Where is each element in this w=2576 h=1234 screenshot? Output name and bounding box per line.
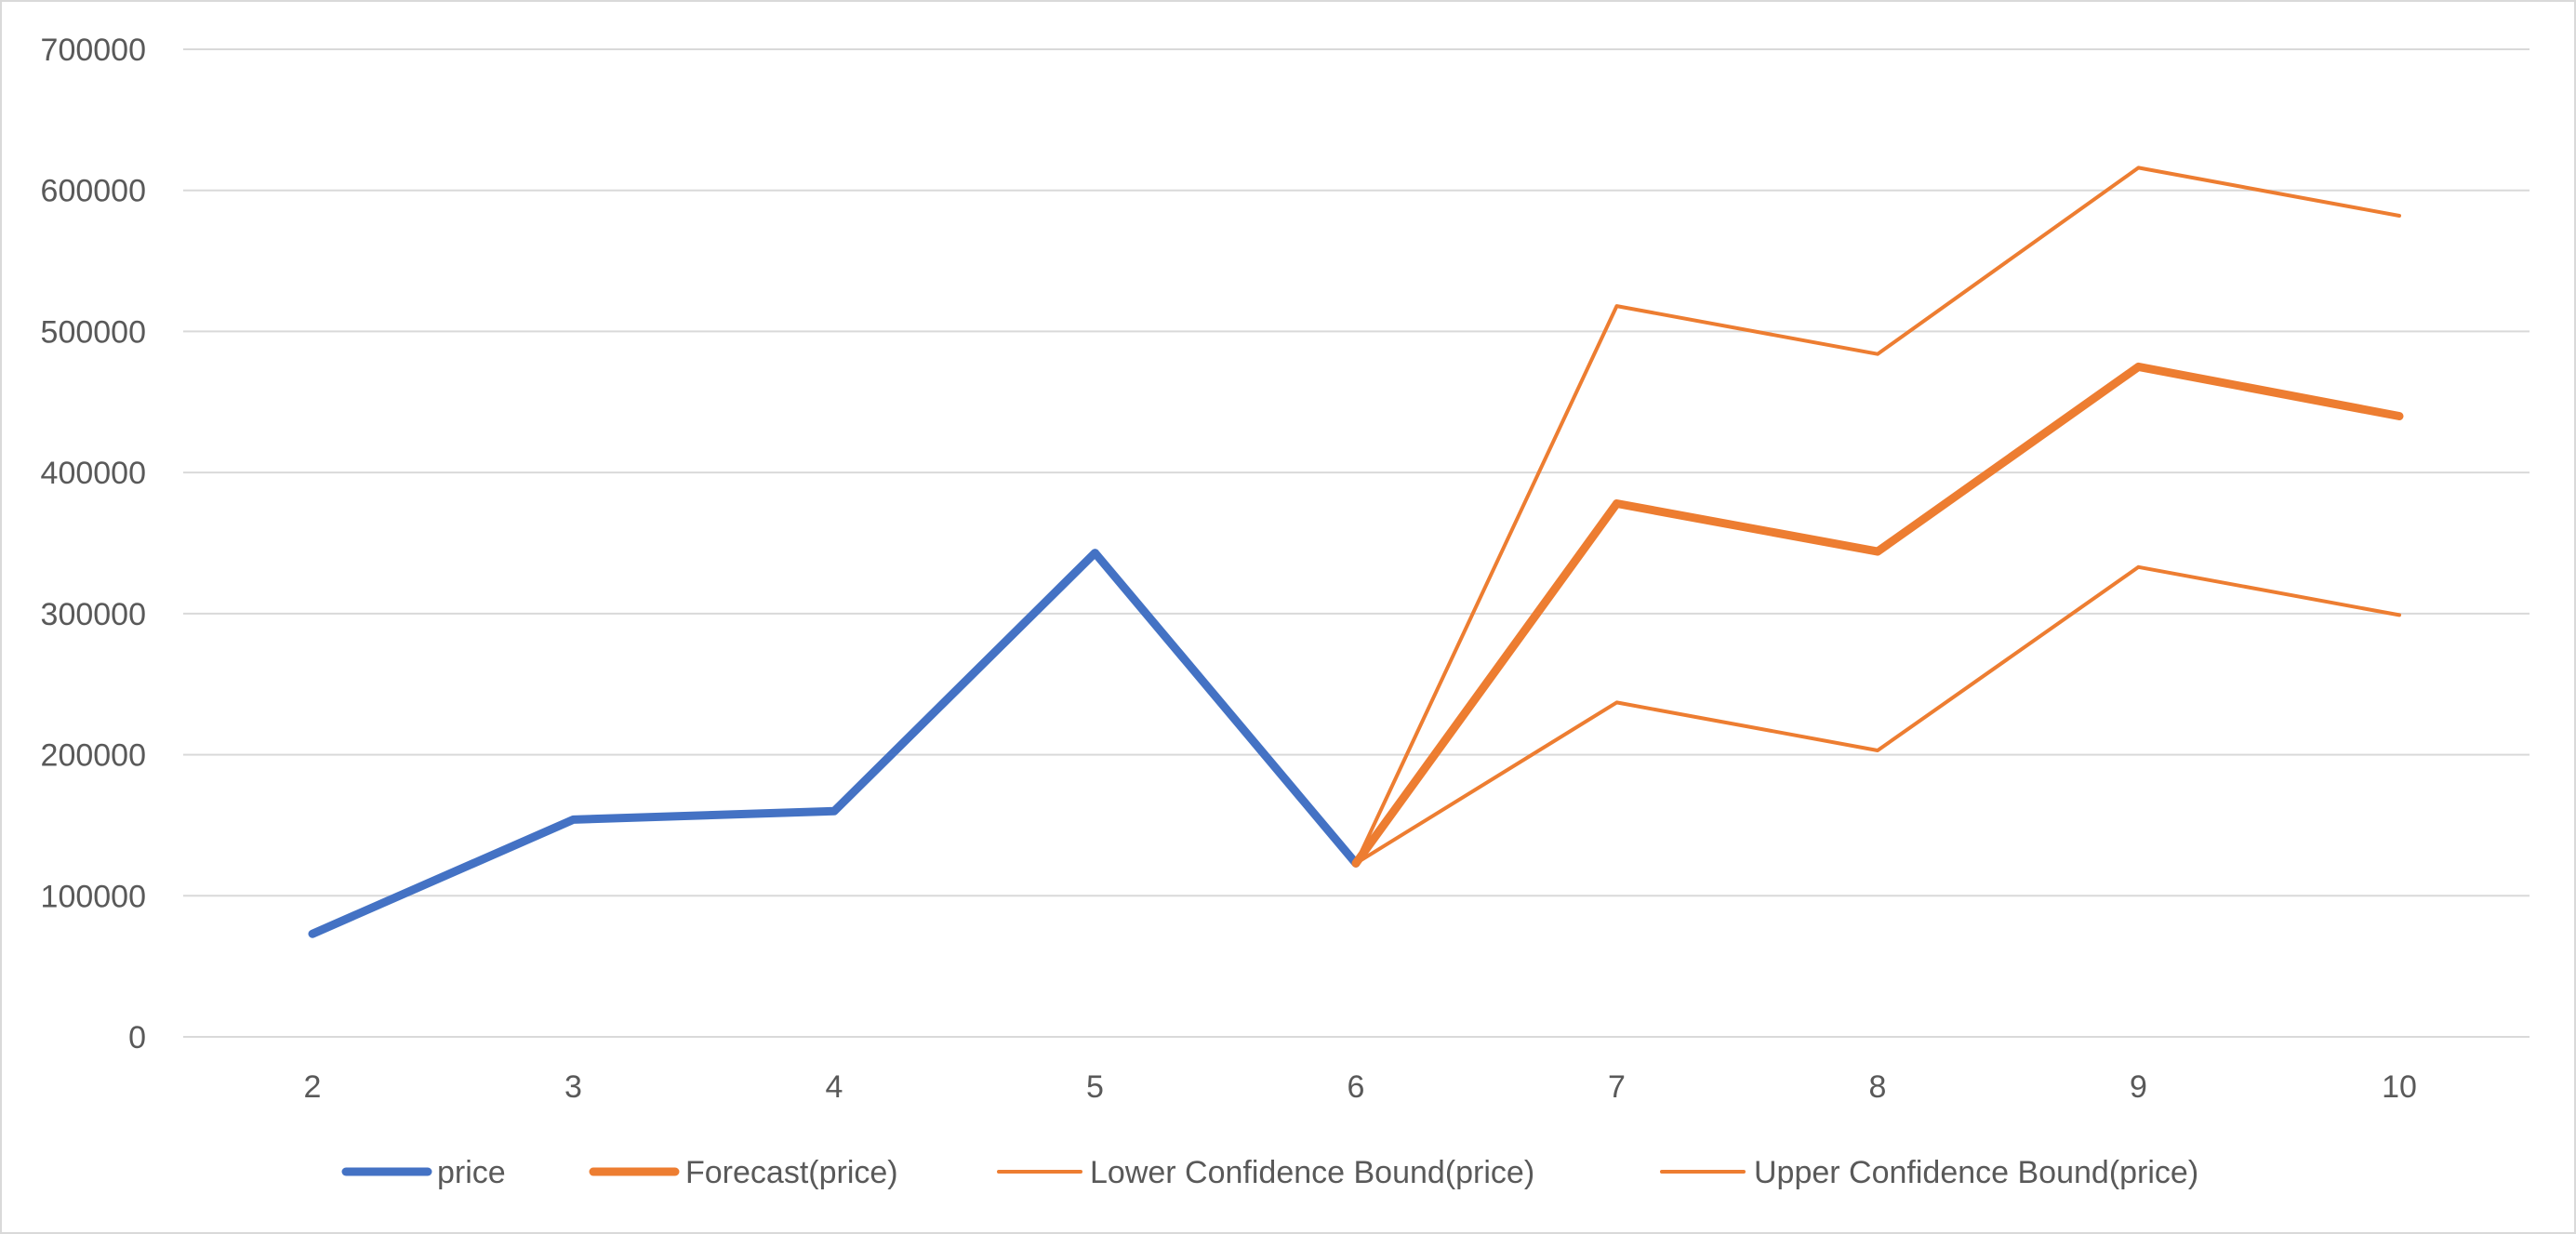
y-tick-label: 400000	[41, 456, 146, 491]
x-tick-label: 3	[564, 1069, 582, 1105]
x-tick-label: 8	[1869, 1069, 1887, 1105]
y-axis: 0 100000 200000 300000 400000 500000 600000 700…	[41, 33, 146, 1055]
series-line-1	[1351, 362, 2404, 868]
gridlines	[183, 48, 2530, 1038]
x-tick-label: 4	[826, 1069, 843, 1105]
x-tick-label: 10	[2382, 1069, 2417, 1105]
series-lines	[308, 166, 2404, 938]
x-axis: 2 3 4 5 6 7 8 9 10	[304, 1069, 2417, 1105]
series-line-0	[308, 549, 1361, 938]
y-tick-label: 200000	[41, 738, 146, 774]
x-tick-label: 2	[304, 1069, 322, 1105]
x-tick-label: 5	[1086, 1069, 1104, 1105]
y-tick-label: 500000	[41, 314, 146, 350]
y-tick-label: 700000	[41, 33, 146, 68]
series-line-3	[1354, 166, 2401, 866]
legend-label: Upper Confidence Bound(price)	[1754, 1155, 2198, 1190]
x-tick-label: 9	[2130, 1069, 2147, 1105]
y-tick-label: 300000	[41, 597, 146, 632]
y-tick-label: 100000	[41, 879, 146, 914]
legend-label: Lower Confidence Bound(price)	[1090, 1155, 1534, 1190]
y-tick-label: 0	[128, 1020, 146, 1055]
legend-label: Forecast(price)	[685, 1155, 898, 1190]
legend: price Forecast(price) Lower Confidence Bou…	[341, 1155, 2198, 1190]
series-line-2	[1354, 564, 2401, 866]
x-tick-label: 7	[1608, 1069, 1626, 1105]
legend-label: price	[437, 1155, 506, 1190]
y-tick-label: 600000	[41, 174, 146, 209]
x-tick-label: 6	[1348, 1069, 1365, 1105]
